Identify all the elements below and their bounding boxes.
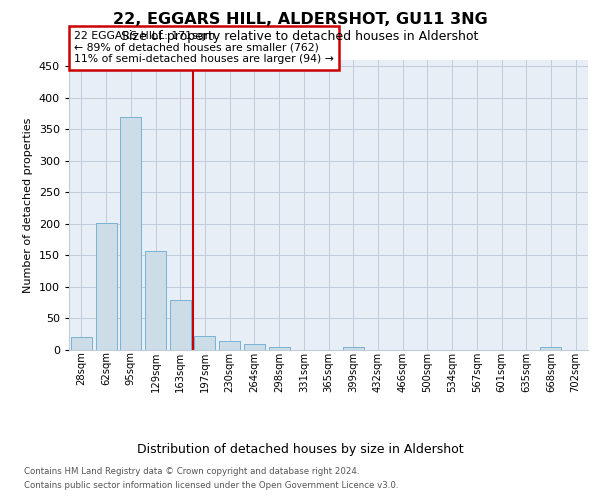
Text: Size of property relative to detached houses in Aldershot: Size of property relative to detached ho… [121,30,479,43]
Bar [71,338,92,350]
Text: 22 EGGARS HILL: 171sqm
← 89% of detached houses are smaller (762)
11% of semi-de: 22 EGGARS HILL: 171sqm ← 89% of detached… [74,31,334,64]
Bar [269,347,290,350]
Text: Distribution of detached houses by size in Aldershot: Distribution of detached houses by size … [137,442,463,456]
Bar [343,347,364,350]
Bar [170,300,191,350]
Text: 22, EGGARS HILL, ALDERSHOT, GU11 3NG: 22, EGGARS HILL, ALDERSHOT, GU11 3NG [113,12,487,28]
Bar [194,336,215,350]
Bar [95,224,116,350]
Bar [120,116,141,350]
Bar [145,251,166,350]
Y-axis label: Number of detached properties: Number of detached properties [23,118,33,292]
Bar [541,348,562,350]
Bar [244,344,265,350]
Text: Contains public sector information licensed under the Open Government Licence v3: Contains public sector information licen… [24,481,398,490]
Bar [219,340,240,350]
Text: Contains HM Land Registry data © Crown copyright and database right 2024.: Contains HM Land Registry data © Crown c… [24,468,359,476]
